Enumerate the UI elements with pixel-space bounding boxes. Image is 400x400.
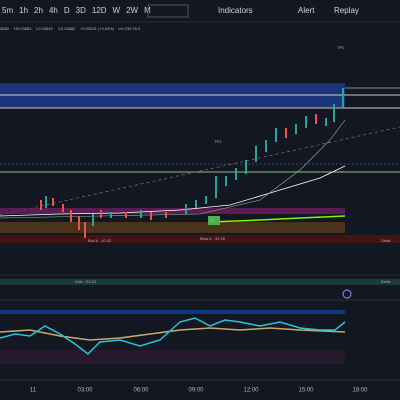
drawing-tools[interactable]	[147, 4, 189, 18]
zone	[0, 235, 400, 243]
legend-volume: Vol 230.76 K	[118, 26, 141, 31]
osc-line	[0, 327, 346, 341]
interval-button[interactable]: 2h	[34, 6, 43, 15]
legend-low: L0.03849	[36, 26, 53, 31]
ma-line	[209, 215, 346, 223]
zone	[0, 222, 345, 233]
trend-line	[0, 126, 400, 216]
zone	[0, 208, 345, 214]
interval-button[interactable]: 1h	[19, 6, 28, 15]
time-label: 03:00	[77, 388, 93, 394]
time-label: 06:00	[133, 388, 149, 394]
osc-band	[0, 310, 345, 314]
interval-button[interactable]: 3D	[76, 6, 86, 15]
legend-open: 3880	[0, 26, 10, 31]
interval-button[interactable]: D	[64, 6, 70, 15]
interval-button[interactable]: 4h	[49, 6, 58, 15]
supply-zone	[0, 83, 345, 108]
time-label: 09:00	[188, 388, 204, 394]
alert-button[interactable]: Alert	[298, 6, 315, 15]
buy-signal-text: B	[211, 218, 214, 223]
volume-label: Volu : 23.12	[75, 279, 97, 284]
osc-line	[0, 317, 346, 355]
tp2-label: TP2	[337, 45, 345, 50]
toolbar	[0, 0, 400, 22]
replay-button[interactable]: Replay	[334, 6, 359, 15]
interval-button[interactable]: 2W	[126, 6, 138, 15]
legend-change: +0.00021 (+0.54%)	[80, 26, 115, 31]
volume-pane	[0, 279, 400, 285]
candles	[40, 88, 344, 238]
delta-label: Delta -	[381, 238, 393, 243]
legend-high: H0.03883	[14, 26, 32, 31]
event-icon[interactable]	[342, 289, 352, 299]
interval-group: 5m 1h 2h 4h D 3D 12D W 2W M	[2, 6, 151, 15]
indicators-button[interactable]: Indicators	[218, 6, 253, 15]
bull-label: Bull k : 10.32	[88, 238, 112, 243]
tp1-label: TP1	[214, 139, 222, 144]
delta-label: Delta -	[381, 279, 393, 284]
interval-button[interactable]: W	[113, 6, 121, 15]
interval-button[interactable]: 12D	[92, 6, 107, 15]
time-label: 15:00	[298, 388, 314, 394]
time-label: 12:00	[243, 388, 259, 394]
osc-band	[0, 350, 345, 364]
time-label: 11	[30, 388, 37, 394]
buy-signal	[208, 216, 220, 225]
time-axis: 11 03:00 06:00 09:00 12:00 15:00 18:00	[30, 388, 368, 394]
interval-button[interactable]: 5m	[2, 6, 13, 15]
legend-close: C0.03882	[58, 26, 76, 31]
time-label: 18:00	[352, 388, 368, 394]
bear-label: Bear k : 31.39	[200, 236, 226, 241]
